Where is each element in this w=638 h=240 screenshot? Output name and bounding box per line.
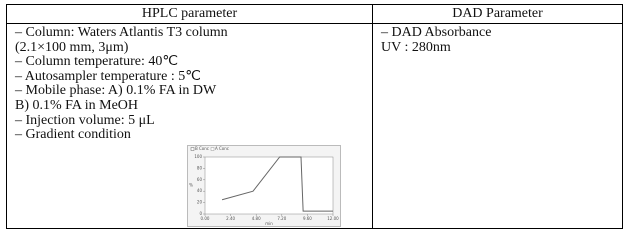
x-tick-label: 0.00 xyxy=(201,216,210,221)
legend-label: A Conc xyxy=(215,146,229,151)
x-tick-label: 4.80 xyxy=(252,216,261,221)
y-tick-label: 40 xyxy=(197,188,203,193)
header-cell: DAD Parameter xyxy=(372,4,623,24)
y-tick-label: 80 xyxy=(197,165,203,170)
text-line: – Injection volume: 5 μL xyxy=(15,112,155,128)
page: HPLC parameter DAD Parameter – Column: W… xyxy=(6,4,623,229)
plot-area xyxy=(204,156,334,215)
legend-swatch xyxy=(210,147,215,151)
y-tick-label: 20 xyxy=(197,200,203,205)
text-line: – Autosampler temperature : 5℃ xyxy=(15,68,202,84)
text-line: (2.1×100 mm, 3μm) xyxy=(15,39,129,55)
x-tick-label: 2.40 xyxy=(226,216,235,221)
text-line: B) 0.1% FA in MeOH xyxy=(15,97,139,113)
text-line: – Column: Waters Atlantis T3 column xyxy=(15,25,228,40)
y-axis-label: % xyxy=(189,183,193,188)
y-tick-label: 60 xyxy=(197,177,203,182)
y-tick-label: 0 xyxy=(199,211,202,216)
legend-swatch xyxy=(190,147,195,151)
body-cell: – DAD Absorbance UV : 280nm xyxy=(372,23,623,229)
text-line: – Mobile phase: A) 0.1% FA in DW xyxy=(15,83,217,99)
text-line: – Gradient condition xyxy=(15,127,131,143)
data-line xyxy=(221,156,333,212)
x-axis-label: min xyxy=(265,221,273,226)
text-line: – Column temperature: 40℃ xyxy=(15,54,179,70)
x-tick-label: 12.00 xyxy=(327,216,339,221)
gradient-chart: 0 20 40 60 80 100 0.00 2.40 4.80 7.20 9.60 12.00 min… xyxy=(187,145,341,227)
body-cell: – Column: Waters Atlantis T3 column (2.1×… xyxy=(6,23,373,229)
x-tick-label: 7.20 xyxy=(277,216,286,221)
text-line: – DAD Absorbance xyxy=(381,25,492,40)
text-line: UV : 280nm xyxy=(381,39,451,55)
y-tick-label: 100 xyxy=(194,154,202,159)
header-cell: HPLC parameter xyxy=(6,4,373,24)
x-tick-label: 9.60 xyxy=(303,216,312,221)
legend-label: B Conc xyxy=(195,146,209,151)
